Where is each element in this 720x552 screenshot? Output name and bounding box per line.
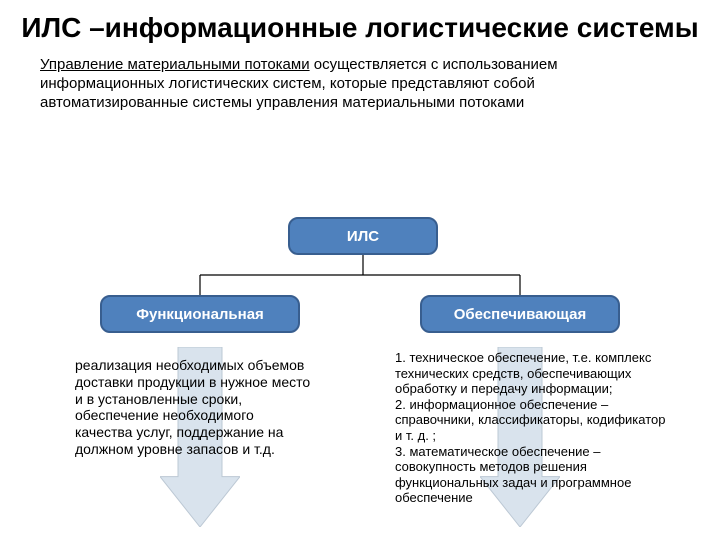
child-node-functional: Функциональная xyxy=(100,295,300,333)
root-label: ИЛС xyxy=(347,228,379,245)
root-node: ИЛС xyxy=(288,217,438,255)
desc-supporting: 1. техническое обеспечение, т.е. комплек… xyxy=(395,350,675,506)
desc-functional: реализация необходимых объемов доставки … xyxy=(75,357,315,458)
child-label-1: Обеспечивающая xyxy=(454,306,587,323)
page-title: ИЛС –информационные логистические систем… xyxy=(0,12,720,44)
child-node-supporting: Обеспечивающая xyxy=(420,295,620,333)
intro-text: Управление материальными потоками осущес… xyxy=(40,56,680,112)
child-label-0: Функциональная xyxy=(136,306,264,323)
intro-underlined: Управление материальными потоками xyxy=(40,56,310,73)
